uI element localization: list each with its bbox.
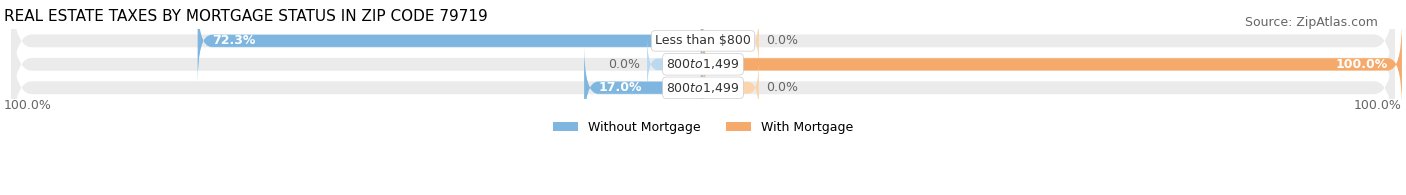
FancyBboxPatch shape [703,58,759,117]
Legend: Without Mortgage, With Mortgage: Without Mortgage, With Mortgage [548,116,858,139]
FancyBboxPatch shape [703,24,1402,105]
FancyBboxPatch shape [703,23,1402,105]
Text: 100.0%: 100.0% [1336,58,1388,71]
FancyBboxPatch shape [703,12,759,70]
Text: 0.0%: 0.0% [609,58,640,71]
FancyBboxPatch shape [585,47,703,129]
FancyBboxPatch shape [198,0,703,81]
Text: 0.0%: 0.0% [766,81,797,94]
Text: $800 to $1,499: $800 to $1,499 [666,81,740,95]
Text: Less than $800: Less than $800 [655,34,751,47]
FancyBboxPatch shape [11,0,1395,105]
FancyBboxPatch shape [585,47,703,128]
Text: 0.0%: 0.0% [766,34,797,47]
Text: 17.0%: 17.0% [598,81,641,94]
Text: 72.3%: 72.3% [212,34,254,47]
FancyBboxPatch shape [11,24,1395,152]
Text: $800 to $1,499: $800 to $1,499 [666,57,740,71]
Text: 100.0%: 100.0% [1354,99,1402,113]
FancyBboxPatch shape [198,0,703,82]
FancyBboxPatch shape [11,0,1395,128]
Text: 100.0%: 100.0% [4,99,52,113]
Text: REAL ESTATE TAXES BY MORTGAGE STATUS IN ZIP CODE 79719: REAL ESTATE TAXES BY MORTGAGE STATUS IN … [4,10,488,25]
Text: Source: ZipAtlas.com: Source: ZipAtlas.com [1244,16,1378,29]
FancyBboxPatch shape [647,35,703,94]
